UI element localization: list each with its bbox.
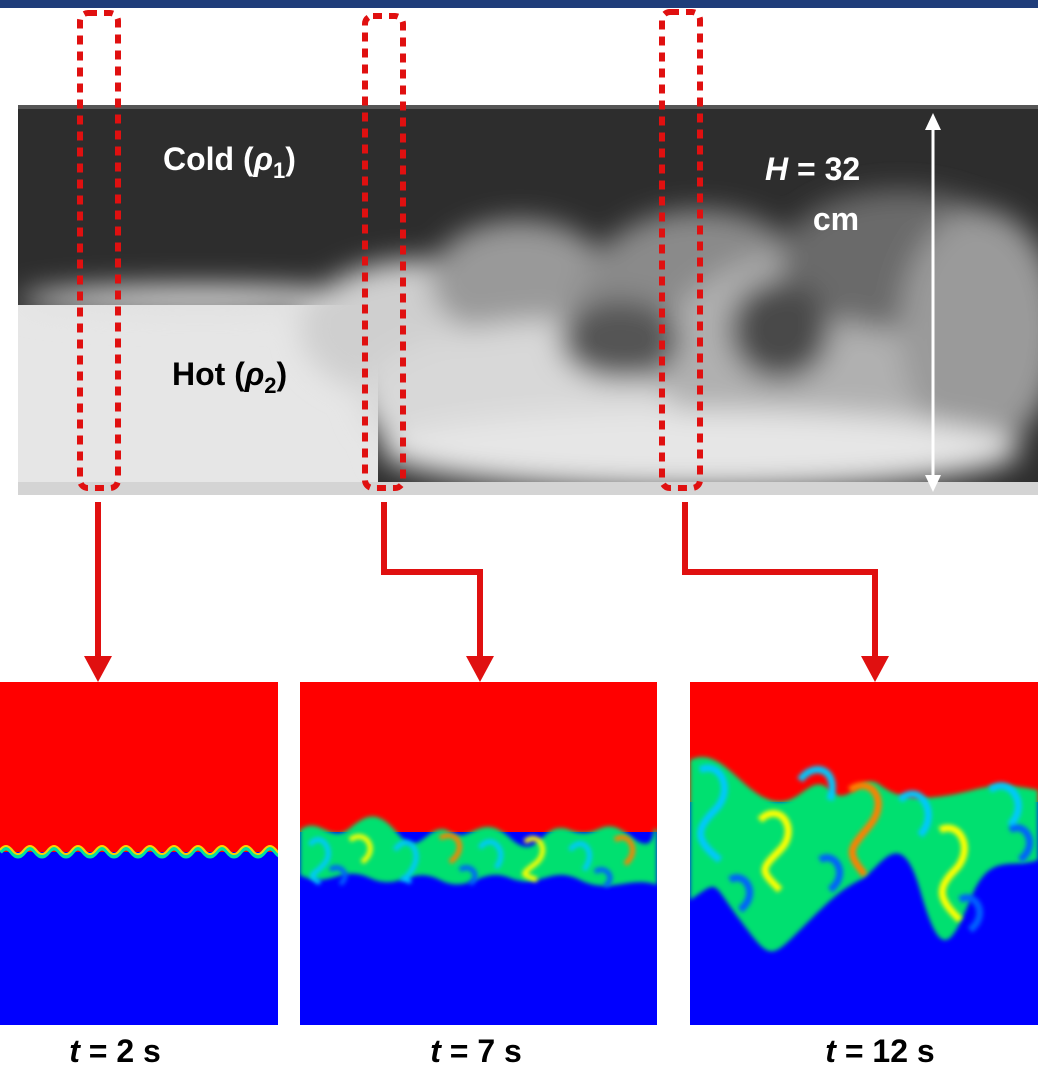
text-part: = 12 s	[845, 1033, 935, 1069]
text-part: ρ	[253, 141, 273, 177]
text-part: t	[430, 1033, 442, 1069]
text-part: t	[69, 1033, 81, 1069]
connectors	[98, 502, 875, 660]
text-part: 1	[273, 158, 285, 183]
height-unit: cm	[813, 201, 859, 237]
text-part: = 7 s	[450, 1033, 522, 1069]
time-label: t = 12 s	[825, 1033, 934, 1069]
simulation-panel	[0, 682, 288, 1025]
top-bar	[0, 0, 1038, 8]
text-part: = 32	[797, 151, 860, 187]
text-part: t	[825, 1033, 837, 1069]
text-part: ρ	[244, 356, 264, 392]
time-label: t = 2 s	[69, 1033, 161, 1069]
text-part: Cold (	[163, 141, 254, 177]
text-part: Hot (	[172, 356, 245, 392]
text-part: )	[285, 141, 296, 177]
text-part: H	[765, 151, 789, 187]
text-part: = 2 s	[89, 1033, 161, 1069]
height-label: H = 32	[765, 151, 860, 187]
time-label: t = 7 s	[430, 1033, 522, 1069]
simulation-panel	[300, 682, 657, 1025]
simulation-panel	[690, 682, 1038, 1025]
text-part: 2	[264, 373, 276, 398]
text-part: )	[276, 356, 287, 392]
arrow-heads	[84, 656, 889, 682]
figure: Cold (ρ1) Hot (ρ2) H = 32 cm	[0, 0, 1038, 1074]
